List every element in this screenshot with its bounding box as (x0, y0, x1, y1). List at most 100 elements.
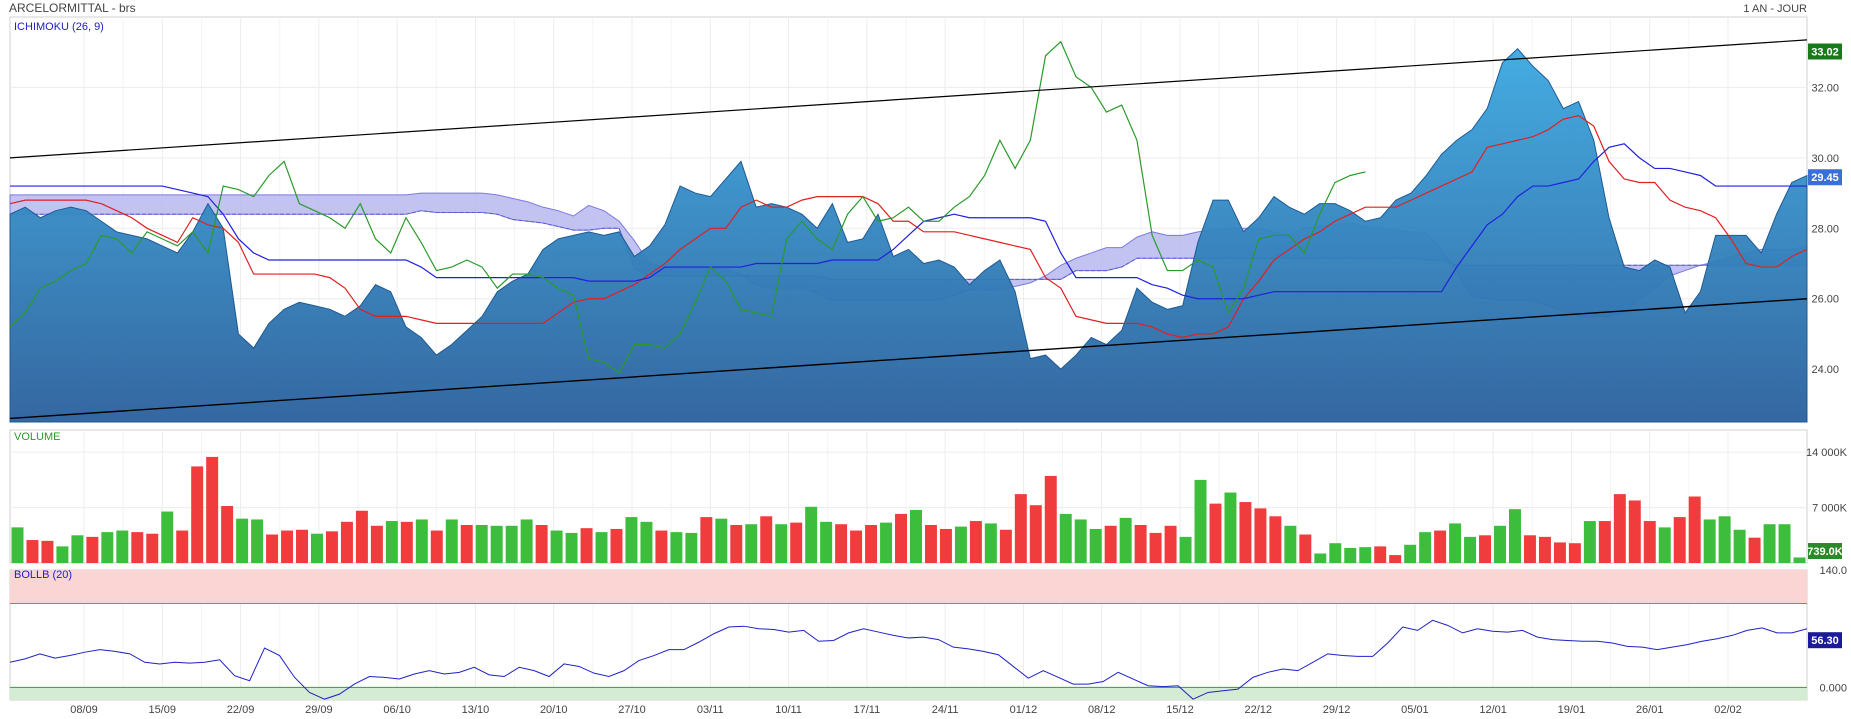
volume-bar[interactable] (460, 525, 473, 563)
volume-bar[interactable] (625, 517, 638, 563)
volume-bar[interactable] (1029, 505, 1042, 563)
volume-bar[interactable] (325, 531, 338, 563)
volume-bar[interactable] (266, 534, 279, 564)
volume-bar[interactable] (370, 525, 383, 563)
volume-bar[interactable] (1344, 547, 1357, 563)
volume-bar[interactable] (895, 513, 907, 563)
volume-bar[interactable] (1628, 500, 1641, 563)
volume-bar[interactable] (670, 532, 683, 563)
volume-bar[interactable] (1404, 544, 1417, 563)
volume-bar[interactable] (176, 530, 189, 563)
volume-bar[interactable] (146, 533, 159, 563)
volume-bar[interactable] (1194, 479, 1207, 563)
volume-bar[interactable] (340, 521, 353, 563)
volume-bar[interactable] (1164, 525, 1177, 563)
volume-bar[interactable] (1613, 494, 1626, 563)
volume-bar[interactable] (1449, 523, 1462, 563)
volume-bar[interactable] (1658, 527, 1671, 563)
volume-bar[interactable] (685, 532, 698, 563)
volume-bar[interactable] (1284, 525, 1297, 563)
volume-bar[interactable] (1673, 517, 1686, 563)
volume-bar[interactable] (1044, 475, 1057, 563)
volume-bar[interactable] (1464, 536, 1477, 563)
volume-bar[interactable] (1389, 555, 1402, 563)
volume-bar[interactable] (1793, 557, 1806, 563)
volume-bar[interactable] (1149, 532, 1162, 563)
volume-bar[interactable] (1134, 525, 1147, 563)
volume-bar[interactable] (969, 521, 982, 563)
upper-trendline[interactable] (9, 39, 1808, 159)
chikou-line[interactable] (9, 40, 1366, 374)
volume-bar[interactable] (715, 518, 728, 563)
volume-bar[interactable] (954, 526, 967, 563)
volume-bar[interactable] (116, 530, 129, 563)
volume-bar[interactable] (1089, 528, 1102, 563)
volume-bar[interactable] (850, 530, 863, 563)
volume-bar[interactable] (26, 540, 39, 563)
volume-bar[interactable] (700, 517, 713, 563)
volume-bar[interactable] (1538, 536, 1551, 563)
volume-bar[interactable] (520, 519, 533, 563)
volume-bar[interactable] (415, 519, 428, 563)
volume-bar[interactable] (221, 506, 234, 563)
period-label[interactable]: 1 AN - JOUR (1743, 3, 1807, 15)
volume-bar[interactable] (790, 522, 803, 563)
volume-bar[interactable] (1419, 532, 1432, 563)
volume-bar[interactable] (1643, 521, 1656, 563)
volume-bar[interactable] (355, 510, 368, 563)
volume-bar[interactable] (1359, 547, 1372, 563)
volume-bar[interactable] (760, 516, 773, 563)
volume-bar[interactable] (1718, 516, 1731, 563)
volume-bar[interactable] (565, 532, 578, 563)
volume-bar[interactable] (535, 525, 548, 563)
volume-bar[interactable] (206, 456, 219, 563)
volume-bar[interactable] (1059, 513, 1072, 563)
volume-bar[interactable] (1598, 521, 1611, 563)
volume-bar[interactable] (775, 524, 788, 563)
volume-bar[interactable] (1374, 546, 1387, 563)
volume-bar[interactable] (984, 523, 997, 563)
volume-bar[interactable] (191, 466, 204, 563)
volume-bar[interactable] (1688, 496, 1701, 564)
volume-bar[interactable] (1568, 543, 1581, 563)
volume-bar[interactable] (1314, 553, 1327, 564)
volume-bar[interactable] (1209, 503, 1222, 563)
volume-bar[interactable] (835, 524, 848, 563)
volume-bar[interactable] (445, 519, 458, 563)
volume-bar[interactable] (939, 528, 952, 563)
volume-bar[interactable] (1733, 529, 1746, 563)
kijun-line[interactable] (10, 143, 1807, 300)
volume-bar[interactable] (236, 518, 249, 563)
volume-bar[interactable] (1778, 524, 1791, 563)
volume-bar[interactable] (101, 532, 114, 563)
volume-bar[interactable] (86, 536, 99, 563)
volume-bar[interactable] (1104, 525, 1117, 563)
volume-bar[interactable] (311, 533, 323, 563)
volume-bar[interactable] (1119, 517, 1132, 563)
volume-bar[interactable] (1074, 519, 1087, 563)
volume-bar[interactable] (296, 529, 308, 563)
volume-bar[interactable] (910, 509, 922, 563)
volume-bar[interactable] (1583, 521, 1596, 563)
volume-bar[interactable] (730, 525, 743, 563)
volume-bar[interactable] (1434, 530, 1447, 563)
volume-bar[interactable] (924, 525, 937, 563)
volume-bar[interactable] (595, 532, 608, 563)
volume-bar[interactable] (281, 530, 294, 563)
volume-bar[interactable] (640, 521, 653, 563)
volume-bar[interactable] (56, 546, 69, 563)
volume-bar[interactable] (1269, 516, 1282, 563)
volume-bar[interactable] (999, 529, 1012, 563)
volume-bar[interactable] (580, 528, 593, 563)
volume-bar[interactable] (385, 521, 398, 563)
volume-bar[interactable] (1494, 525, 1506, 563)
volume-bar[interactable] (1179, 536, 1192, 563)
volume-bar[interactable] (11, 527, 24, 563)
tenkan-line[interactable] (9, 114, 1808, 339)
volume-bar[interactable] (131, 532, 144, 563)
volume-bar[interactable] (1254, 508, 1267, 563)
volume-bar[interactable] (1763, 524, 1776, 563)
volume-bar[interactable] (865, 525, 878, 563)
volume-bar[interactable] (1239, 502, 1252, 563)
